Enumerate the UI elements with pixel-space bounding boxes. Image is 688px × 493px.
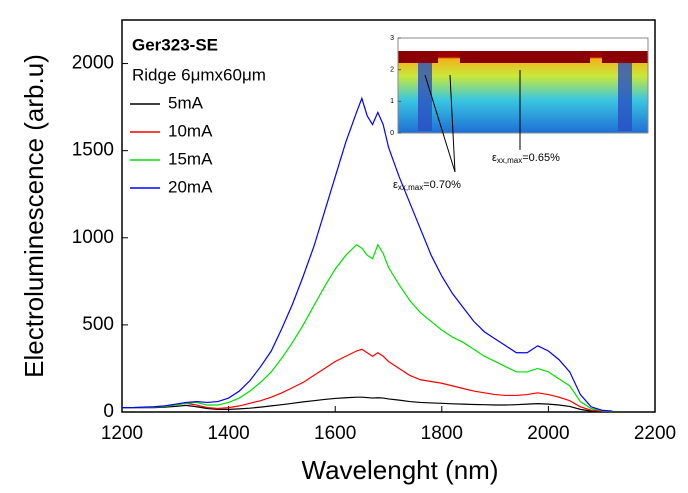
inset-image xyxy=(397,37,649,173)
x-tick-label: 1800 xyxy=(421,423,463,444)
legend-label: 10mA xyxy=(168,121,213,140)
legend-label: 20mA xyxy=(168,177,213,196)
legend-subtitle: Ridge 6μmx60μm xyxy=(132,65,266,84)
y-tick-label: 1000 xyxy=(72,227,114,248)
inset-air xyxy=(398,38,648,51)
annotation-arrow xyxy=(424,74,456,173)
annotation-part: xx,max xyxy=(398,183,423,192)
annotation: εxx,max=0.65% xyxy=(492,152,560,165)
inset-contact xyxy=(460,51,590,63)
y-tick-label: 0 xyxy=(103,401,114,422)
inset-contact xyxy=(602,51,648,63)
legend-label: 5mA xyxy=(168,93,204,112)
inset-y-tick-label: 1 xyxy=(390,98,394,105)
x-axis-title: Wavelenght (nm) xyxy=(302,455,499,485)
x-tick-label: 1200 xyxy=(101,423,143,444)
inset-y-tick-label: 3 xyxy=(390,35,394,42)
annotation-part: =0.65% xyxy=(522,152,560,164)
annotation-arrow xyxy=(449,74,456,173)
series-line xyxy=(122,96,613,412)
series-line xyxy=(122,396,613,413)
inset-trench xyxy=(418,63,432,131)
x-tick-label: 1600 xyxy=(314,423,356,444)
annotation: εxx,max=0.70% xyxy=(393,179,461,192)
inset-y-tick-label: 2 xyxy=(390,67,394,74)
inset-contact xyxy=(398,51,438,63)
inset-y-tick-label: 0 xyxy=(390,130,394,137)
inset-frame xyxy=(397,37,649,134)
annotation-part: =0.70% xyxy=(423,179,461,191)
series-line xyxy=(122,348,613,413)
y-tick-label: 1500 xyxy=(72,140,114,161)
x-tick-label: 1400 xyxy=(207,423,249,444)
legend-title: Ger323-SE xyxy=(132,35,218,54)
annotation-part: xx,max xyxy=(497,156,522,165)
y-axis-title: Electroluminescence (arb.u) xyxy=(19,54,49,378)
legend-label: 15mA xyxy=(168,149,213,168)
annotation-part: ε xyxy=(393,179,398,191)
x-tick-label: 2000 xyxy=(527,423,569,444)
x-tick-label: 2200 xyxy=(634,423,676,444)
y-tick-label: 500 xyxy=(82,314,114,335)
annotation-part: ε xyxy=(492,152,497,164)
series-line xyxy=(122,243,613,413)
plot-frame xyxy=(121,19,656,413)
y-tick-label: 2000 xyxy=(72,53,114,74)
inset-trench xyxy=(618,63,632,131)
